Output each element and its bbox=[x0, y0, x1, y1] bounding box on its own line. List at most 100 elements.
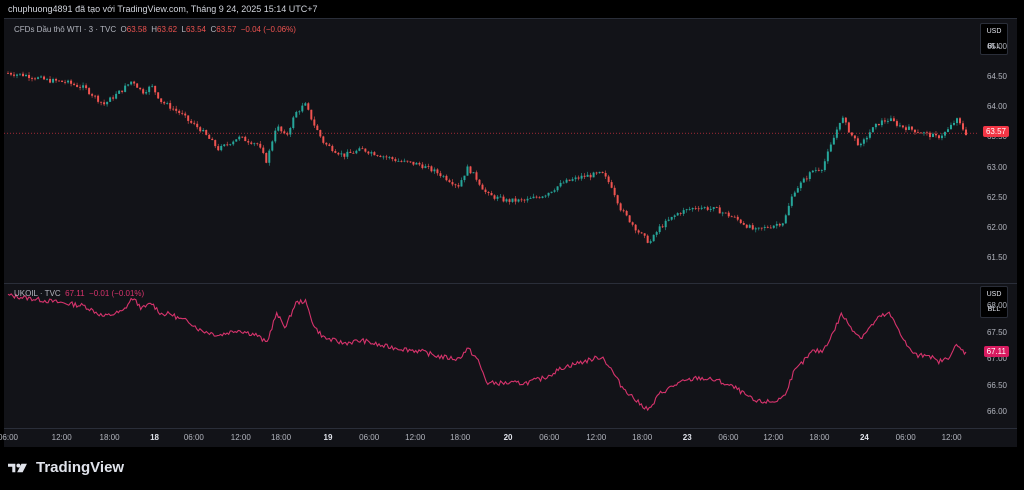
wti-candle-body bbox=[178, 110, 181, 113]
wti-candle-body bbox=[334, 151, 337, 153]
wti-candle-body bbox=[466, 166, 469, 176]
wti-candle-body bbox=[253, 143, 256, 145]
wti-candle-body bbox=[901, 125, 904, 128]
wti-candle-body bbox=[331, 145, 334, 152]
wti-candle-body bbox=[655, 232, 658, 235]
wti-candle-body bbox=[721, 212, 724, 214]
wti-candle-body bbox=[109, 97, 112, 102]
wti-candle-body bbox=[88, 88, 91, 95]
wti-candle-body bbox=[574, 177, 577, 180]
wti-candle-body bbox=[649, 241, 652, 243]
wti-candle-body bbox=[592, 172, 595, 178]
wti-candlestick-chart[interactable] bbox=[4, 19, 1017, 284]
wti-symbol: CFDs Dầu thô WTI · 3 · TVC bbox=[14, 25, 117, 34]
wti-candle-body bbox=[268, 150, 271, 163]
wti-candle-body bbox=[502, 196, 505, 202]
wti-candle-body bbox=[382, 156, 385, 158]
wti-candle-body bbox=[709, 208, 712, 210]
wti-candle-body bbox=[457, 185, 460, 187]
wti-candle-body bbox=[523, 199, 526, 201]
wti-candle-body bbox=[151, 85, 154, 87]
wti-candle-body bbox=[712, 207, 715, 209]
time-tick-0: 06:00 bbox=[0, 433, 19, 442]
wti-candle-body bbox=[115, 93, 118, 99]
wti-candle-body bbox=[847, 122, 850, 133]
wti-candle-body bbox=[814, 169, 817, 171]
wti-candle-body bbox=[514, 198, 517, 202]
wti-candle-body bbox=[952, 122, 955, 125]
wti-candle-body bbox=[82, 85, 85, 88]
wti-candle-body bbox=[49, 78, 52, 83]
wti-candle-body bbox=[565, 179, 568, 183]
wti-candle-body bbox=[661, 226, 664, 228]
wti-candle-body bbox=[202, 130, 205, 132]
wti-candle-body bbox=[886, 120, 889, 122]
wti-candle-body bbox=[418, 162, 421, 165]
wti-l-label: L bbox=[181, 25, 186, 34]
wti-candle-body bbox=[811, 170, 814, 173]
wti-candle-body bbox=[469, 166, 472, 174]
time-tick-21: 12:00 bbox=[941, 433, 962, 442]
wti-candle-body bbox=[586, 174, 589, 177]
time-tick-6: 18:00 bbox=[271, 433, 292, 442]
wti-candle-body bbox=[370, 152, 373, 154]
wti-candle-body bbox=[835, 129, 838, 138]
tradingview-brand[interactable]: TradingView bbox=[8, 459, 124, 476]
time-tick-16: 06:00 bbox=[718, 433, 739, 442]
wti-candle-body bbox=[802, 178, 805, 183]
wti-candle-body bbox=[451, 182, 454, 185]
wti-candle-body bbox=[319, 130, 322, 137]
wti-candle-body bbox=[31, 78, 34, 79]
wti-c-label: C bbox=[210, 25, 217, 34]
wti-candle-body bbox=[358, 148, 361, 151]
wti-candle-body bbox=[505, 199, 508, 202]
wti-candle-body bbox=[799, 182, 802, 189]
wti-candle-body bbox=[184, 113, 187, 116]
wti-candle-body bbox=[163, 102, 166, 104]
time-tick-15: 23 bbox=[682, 433, 692, 442]
wti-unit-selector[interactable]: USD BLL bbox=[980, 23, 1008, 55]
time-tick-18: 18:00 bbox=[809, 433, 830, 442]
wti-candle-body bbox=[400, 160, 403, 162]
wti-candle-body bbox=[868, 132, 871, 138]
wti-candle-body bbox=[103, 102, 106, 105]
wti-candle-body bbox=[931, 133, 934, 138]
wti-candle-body bbox=[940, 135, 943, 139]
time-tick-3: 18 bbox=[150, 433, 160, 442]
ukoil-last-price-label: 67.11 bbox=[983, 346, 1009, 358]
ukoil-price-tick-3: 66.50 bbox=[986, 380, 1007, 390]
wti-candle-body bbox=[739, 219, 742, 223]
wti-candle-body bbox=[307, 103, 310, 110]
wti-candle-body bbox=[286, 133, 289, 135]
wti-candle-body bbox=[946, 129, 949, 132]
wti-candle-body bbox=[790, 196, 793, 206]
wti-panel[interactable]: CFDs Dầu thô WTI · 3 · TVC O63.58 H63.62… bbox=[4, 18, 1017, 284]
tradingview-logo-icon bbox=[8, 463, 27, 472]
time-tick-8: 06:00 bbox=[359, 433, 380, 442]
wti-candle-body bbox=[775, 223, 778, 226]
ukoil-symbol: UKOIL · TVC bbox=[14, 289, 61, 298]
time-tick-20: 06:00 bbox=[895, 433, 916, 442]
ukoil-unit-currency: USD bbox=[986, 291, 1002, 298]
ukoil-unit-measure: BLL bbox=[987, 306, 1001, 313]
ukoil-panel[interactable]: UKOIL · TVC 67.11 −0.01 (−0.01%) USD BLL… bbox=[4, 283, 1017, 429]
wti-candle-body bbox=[928, 132, 931, 138]
wti-candle-body bbox=[70, 80, 73, 84]
ukoil-unit-selector[interactable]: USD BLL bbox=[980, 286, 1008, 318]
wti-candle-body bbox=[919, 132, 922, 134]
wti-candle-body bbox=[130, 81, 133, 85]
wti-candle-body bbox=[550, 191, 553, 193]
wti-candle-body bbox=[118, 90, 121, 94]
wti-candle-body bbox=[40, 76, 43, 78]
wti-candle-body bbox=[73, 83, 76, 85]
wti-candle-body bbox=[493, 195, 496, 199]
time-axis[interactable] bbox=[4, 428, 1017, 447]
wti-unit-measure: BLL bbox=[987, 43, 1001, 50]
wti-candle-body bbox=[172, 108, 175, 110]
ukoil-line-chart[interactable] bbox=[4, 284, 1017, 429]
wti-legend: CFDs Dầu thô WTI · 3 · TVC O63.58 H63.62… bbox=[14, 25, 296, 34]
wti-candle-body bbox=[478, 179, 481, 185]
wti-candle-body bbox=[769, 227, 772, 229]
wti-candle-body bbox=[238, 136, 241, 140]
wti-candle-body bbox=[832, 137, 835, 145]
